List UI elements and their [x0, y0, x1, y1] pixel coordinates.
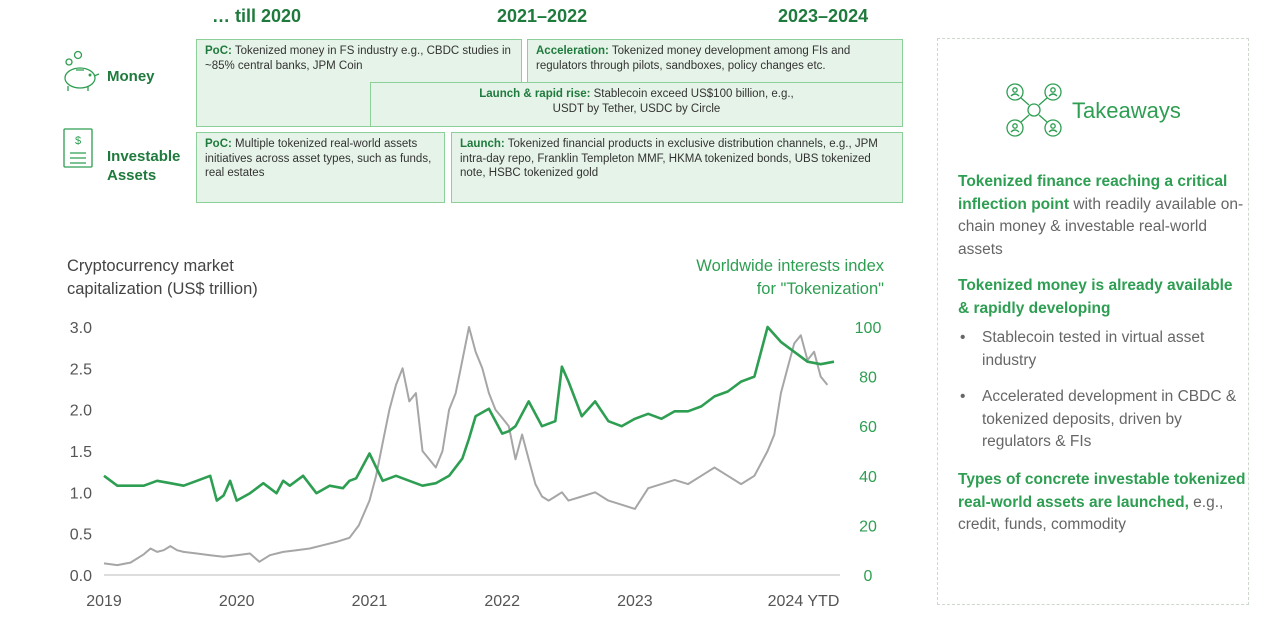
- box-head: PoC:: [205, 138, 232, 150]
- takeaways-title: Takeaways: [1072, 98, 1181, 123]
- left-axis-label: Cryptocurrency market: [67, 257, 234, 275]
- box-head: Launch:: [460, 138, 505, 150]
- left-axis-label: capitalization (US$ trillion): [67, 280, 258, 298]
- box-assets-poc: PoC: Multiple tokenized real-world asset…: [196, 132, 445, 203]
- box-money-launch: Launch & rapid rise: Stablecoin exceed U…: [370, 82, 903, 127]
- right-tick-label: 20: [859, 518, 877, 535]
- box-text: Tokenized money in FS industry e.g., CBD…: [205, 45, 511, 72]
- box-head: PoC:: [205, 45, 232, 57]
- takeaway-text: with readily available on-chain money & …: [958, 195, 1244, 258]
- x-tick-label: 2021: [352, 593, 388, 610]
- bullet-item: Accelerated development in CBDC & tokeni…: [958, 386, 1243, 454]
- takeaway-text: e.g., credit, funds, commodity: [958, 493, 1224, 534]
- svg-text:$: $: [75, 135, 81, 147]
- x-tick-label: 2022: [484, 593, 520, 610]
- x-tick-label: 2024 YTD: [768, 593, 840, 610]
- row-label-money: Money: [107, 68, 155, 85]
- takeaway-highlight: Types of concrete investable tokenized r…: [958, 471, 1246, 511]
- box-head: Acceleration:: [536, 45, 609, 57]
- x-tick-label: 2019: [86, 593, 122, 610]
- x-tick-label: 2023: [617, 593, 653, 610]
- period-header-2021-2022: 2021–2022: [497, 6, 588, 26]
- right-tick-label: 60: [859, 419, 877, 436]
- box-head: Launch & rapid rise:: [479, 88, 591, 100]
- row-label-line-2: Assets: [107, 167, 157, 184]
- document-dollar-icon: $: [63, 128, 93, 168]
- right-tick-label: 100: [855, 320, 882, 337]
- box-text: Stablecoin exceed US$100 billion, e.g., …: [552, 88, 794, 115]
- right-tick-label: 40: [859, 469, 877, 486]
- takeaway-investable-assets: Types of concrete investable tokenized r…: [958, 469, 1248, 537]
- takeaways-panel: [937, 38, 1249, 605]
- bullet-item: Stablecoin tested in virtual asset indus…: [958, 327, 1243, 372]
- series-line-market-cap: [103, 326, 829, 567]
- left-tick-label: 2.5: [70, 361, 92, 378]
- left-tick-label: 2.0: [70, 403, 92, 420]
- period-header-till-2020: … till 2020: [212, 6, 302, 26]
- left-tick-label: 1.0: [70, 485, 92, 502]
- network-people-icon: [1006, 83, 1062, 137]
- takeaway-highlight: Tokenized money is already available & r…: [958, 277, 1233, 317]
- box-text: Tokenized money development among FIs an…: [536, 45, 851, 72]
- right-axis-label: Worldwide interests index: [696, 257, 884, 275]
- takeaway-inflection-point: Tokenized finance reaching a critical in…: [958, 171, 1248, 261]
- box-text: Multiple tokenized real-world assets ini…: [205, 138, 432, 179]
- x-tick-label: 2020: [219, 593, 255, 610]
- takeaway-highlight: Tokenized finance reaching a critical in…: [958, 173, 1228, 213]
- left-tick-label: 1.5: [70, 444, 92, 461]
- right-tick-label: 80: [859, 370, 877, 387]
- crypto-vs-interest-chart: Cryptocurrency market capitalization (US$…: [67, 257, 885, 610]
- right-axis-label: for "Tokenization": [757, 280, 884, 298]
- piggy-bank-icon: [64, 50, 100, 91]
- box-text: Tokenized financial products in exclusiv…: [460, 138, 878, 179]
- box-assets-launch: Launch: Tokenized financial products in …: [451, 132, 903, 203]
- left-tick-label: 0.5: [70, 527, 92, 544]
- series-line-interest-index: [103, 325, 835, 502]
- period-header-2023-2024: 2023–2024: [778, 6, 869, 26]
- right-tick-label: 0: [864, 568, 873, 585]
- takeaway-bullet-list: Stablecoin tested in virtual asset indus…: [958, 327, 1243, 468]
- row-label-investable-assets: Investable Assets: [107, 147, 180, 185]
- row-label-line-1: Investable: [107, 148, 181, 165]
- left-tick-label: 0.0: [70, 568, 92, 585]
- takeaway-tokenized-money: Tokenized money is already available & r…: [958, 275, 1248, 320]
- box-money-acceleration: Acceleration: Tokenized money developmen…: [527, 39, 903, 84]
- left-tick-label: 3.0: [70, 320, 92, 337]
